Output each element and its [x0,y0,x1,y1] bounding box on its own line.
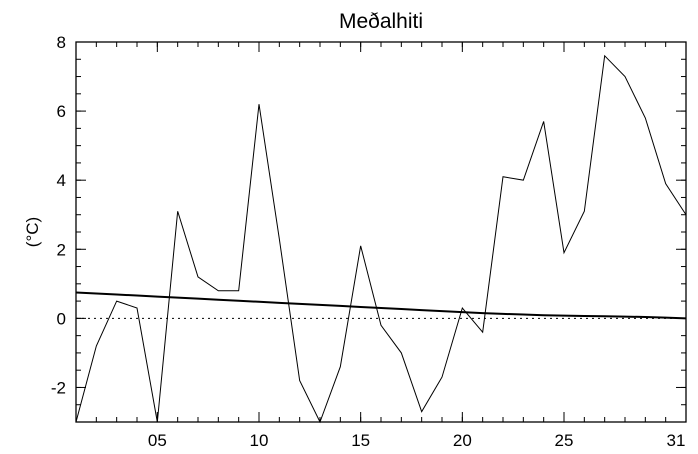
y-tick-label: 8 [57,33,66,52]
x-tick-label: 15 [351,431,370,450]
y-tick-label: 6 [57,102,66,121]
x-tick-label: 20 [453,431,472,450]
x-tick-label: 10 [250,431,269,450]
x-tick-label: 31 [667,431,686,450]
series-line-daily [75,54,687,424]
chart-title: Meðalhiti [339,10,423,33]
y-axis-label: (°C) [23,217,42,247]
plot-area: 05 10 15 20 25 31 -2 0 2 4 6 8 [51,33,687,450]
y-tick-label: 4 [57,171,66,190]
y-tick-label: 0 [57,309,66,328]
x-tick-label: 25 [555,431,574,450]
series-line-trend [75,291,687,320]
plot-frame [75,41,687,423]
y-tick-label: 2 [57,240,66,259]
x-tick-label: 05 [148,431,167,450]
y-tick-label: -2 [51,378,66,397]
